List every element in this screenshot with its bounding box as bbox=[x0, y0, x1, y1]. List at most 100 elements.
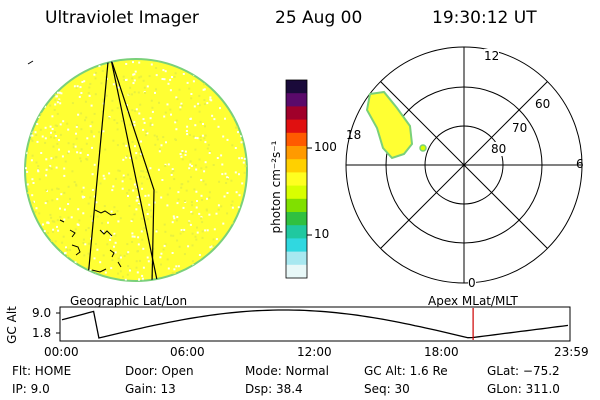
speckle bbox=[141, 187, 144, 190]
altitude-curve bbox=[61, 309, 569, 339]
speckle bbox=[117, 169, 120, 172]
speckle bbox=[207, 143, 210, 146]
speckle bbox=[55, 166, 58, 169]
speckle bbox=[215, 238, 218, 241]
speckle bbox=[94, 71, 97, 74]
speckle bbox=[225, 182, 228, 184]
speckle bbox=[176, 98, 179, 101]
colorbar-stripe bbox=[286, 172, 307, 187]
speckle bbox=[191, 260, 194, 263]
speckle bbox=[80, 148, 83, 151]
speckle bbox=[49, 136, 52, 139]
speckle bbox=[198, 104, 201, 107]
speckle bbox=[179, 106, 182, 109]
speckle bbox=[42, 223, 44, 226]
speckle bbox=[44, 202, 47, 205]
speckle bbox=[209, 96, 212, 99]
speckle bbox=[48, 166, 51, 169]
speckle bbox=[117, 272, 120, 275]
speckle bbox=[54, 240, 57, 243]
speckle bbox=[141, 274, 144, 277]
colorbar-stripe bbox=[286, 238, 307, 253]
speckle bbox=[31, 139, 34, 142]
speckle bbox=[172, 215, 175, 218]
speckle bbox=[202, 123, 204, 125]
speckle bbox=[72, 143, 75, 146]
speckle bbox=[140, 170, 143, 173]
speckle bbox=[140, 75, 143, 78]
speckle bbox=[158, 101, 160, 104]
speckle bbox=[140, 230, 143, 233]
speckle bbox=[161, 78, 164, 80]
speckle bbox=[37, 116, 40, 118]
speckle bbox=[75, 137, 78, 140]
speckle bbox=[75, 125, 78, 128]
speckle bbox=[69, 197, 71, 200]
colorbar-stripe bbox=[286, 212, 307, 226]
speckle bbox=[30, 138, 33, 141]
speckle bbox=[226, 138, 229, 141]
speckle bbox=[190, 211, 193, 213]
instrument-title: Ultraviolet Imager bbox=[45, 8, 199, 28]
info-mode: Mode: Normal bbox=[245, 364, 329, 378]
speckle bbox=[135, 260, 138, 263]
panel-title-right: Apex MLat/MLT bbox=[428, 294, 518, 308]
speckle bbox=[98, 65, 101, 68]
speckle bbox=[108, 117, 111, 120]
speckle bbox=[179, 232, 182, 235]
speckle bbox=[198, 254, 201, 256]
speckle bbox=[91, 189, 94, 191]
speckle bbox=[188, 167, 191, 170]
speckle bbox=[169, 187, 171, 190]
speckle bbox=[218, 180, 221, 183]
speckle bbox=[133, 121, 136, 124]
speckle bbox=[90, 104, 93, 107]
speckle bbox=[146, 85, 149, 88]
speckle bbox=[84, 100, 87, 103]
speckle bbox=[204, 141, 207, 144]
speckle bbox=[187, 221, 190, 224]
speckle bbox=[190, 97, 193, 100]
speckle bbox=[238, 157, 241, 160]
speckle bbox=[76, 85, 79, 88]
speckle bbox=[205, 166, 208, 169]
speckle bbox=[121, 187, 124, 190]
speckle bbox=[105, 94, 108, 97]
speckle bbox=[173, 75, 176, 78]
speckle bbox=[230, 179, 233, 182]
speckle bbox=[161, 179, 164, 181]
speckle bbox=[147, 194, 150, 197]
speckle bbox=[117, 86, 120, 89]
speckle bbox=[126, 252, 129, 255]
speckle bbox=[143, 121, 146, 124]
speckle bbox=[184, 150, 187, 153]
speckle bbox=[104, 76, 107, 79]
speckle bbox=[234, 171, 237, 174]
speckle bbox=[31, 154, 34, 157]
speckle bbox=[57, 188, 60, 190]
speckle bbox=[175, 119, 178, 122]
speckle bbox=[149, 117, 152, 120]
speckle bbox=[171, 252, 174, 254]
speckle bbox=[181, 150, 184, 152]
speckle bbox=[160, 263, 162, 266]
coastline bbox=[27, 60, 34, 65]
speckle bbox=[76, 223, 79, 226]
speckle bbox=[164, 230, 167, 233]
speckle bbox=[142, 266, 145, 269]
speckle bbox=[87, 92, 90, 94]
speckle bbox=[180, 183, 183, 186]
speckle bbox=[206, 197, 208, 200]
speckle bbox=[183, 228, 186, 231]
speckle bbox=[155, 229, 158, 232]
speckle bbox=[25, 167, 27, 170]
speckle bbox=[142, 79, 145, 82]
speckle bbox=[85, 157, 88, 160]
speckle bbox=[39, 128, 42, 131]
speckle bbox=[177, 265, 180, 268]
speckle bbox=[204, 161, 207, 164]
speckle bbox=[66, 122, 69, 125]
speckle bbox=[194, 136, 197, 139]
speckle bbox=[63, 191, 66, 194]
speckle bbox=[94, 243, 97, 245]
